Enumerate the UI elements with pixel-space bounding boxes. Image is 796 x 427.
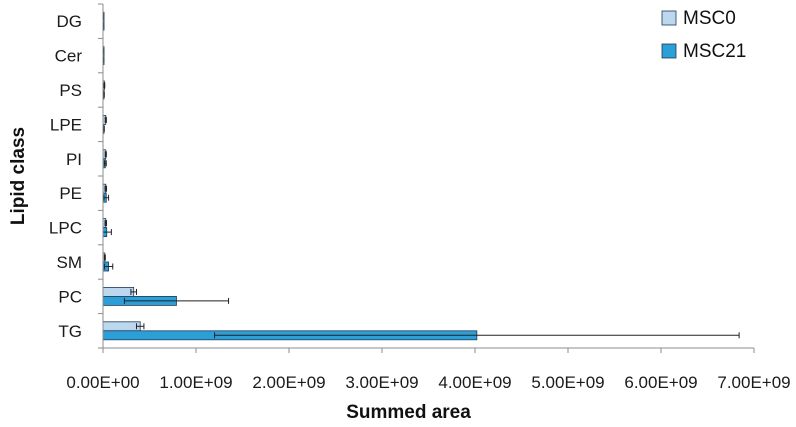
bar-msc0-tg (102, 321, 141, 332)
x-axis-title: Summed area (346, 402, 471, 423)
error-bar-msc0-pe (104, 185, 108, 192)
error-bar-msc21-pc (123, 297, 230, 304)
y-tick-label-pi: PI (66, 150, 82, 169)
x-tick-label: 1.00E+09 (159, 373, 232, 392)
error-bar-msc0-lpc (104, 220, 108, 227)
legend-item-msc21: MSC21 (661, 41, 746, 62)
y-tick-label-pc: PC (58, 287, 82, 306)
x-tick-label: 0.00E+00 (66, 373, 139, 392)
error-bar-msc0-lpe (104, 116, 107, 123)
error-bar-msc0-tg (135, 323, 145, 330)
y-tick-label-lpc: LPC (49, 219, 82, 238)
legend-item-msc0: MSC0 (661, 8, 736, 29)
legend-label: MSC0 (683, 8, 736, 29)
error-bar-msc21-lpe (103, 125, 105, 132)
error-bar-msc21-sm (103, 263, 114, 270)
error-bar-msc0-pi (104, 151, 107, 158)
axes-layer (102, 4, 754, 349)
legend-label: MSC21 (683, 41, 746, 62)
x-tick-label: 3.00E+09 (345, 373, 418, 392)
legend-swatch (661, 10, 677, 26)
y-tick-label-lpe: LPE (50, 115, 82, 134)
x-tick-labels: 0.00E+00 1.00E+09 2.00E+09 3.00E+09 4.00E+09… (66, 348, 791, 392)
error-bar-msc21-tg (214, 332, 740, 339)
error-bars-layer (102, 13, 740, 339)
error-bar-msc0-pc (130, 288, 137, 295)
y-tick-label-dg: DG (57, 12, 83, 31)
error-bar-msc0-sm (103, 254, 106, 261)
bar-msc0-pc (102, 286, 135, 297)
legend-swatch (661, 43, 677, 59)
error-bar-msc0-ps (103, 82, 106, 89)
x-tick-label: 4.00E+09 (438, 373, 511, 392)
x-tick-label: 7.00E+09 (717, 373, 790, 392)
error-bar-msc21-pe (103, 194, 110, 201)
y-tick-label-tg: TG (58, 322, 82, 341)
y-tick-labels: TG PC SM LPC PE PI LPE PS Cer DG (49, 3, 103, 349)
legend: MSC0 MSC21 (661, 8, 746, 62)
bars-layer (102, 11, 478, 341)
x-tick-label: 6.00E+09 (624, 373, 697, 392)
x-tick-label: 5.00E+09 (531, 373, 604, 392)
y-tick-label-cer: Cer (55, 47, 83, 66)
y-tick-label-sm: SM (57, 253, 83, 272)
error-bar-msc21-pi (103, 160, 107, 167)
y-tick-label-pe: PE (59, 184, 82, 203)
x-tick-label: 2.00E+09 (252, 373, 325, 392)
y-axis-title: Lipid class (8, 127, 29, 225)
error-bar-msc21-ps (103, 91, 105, 98)
y-tick-label-ps: PS (59, 81, 82, 100)
